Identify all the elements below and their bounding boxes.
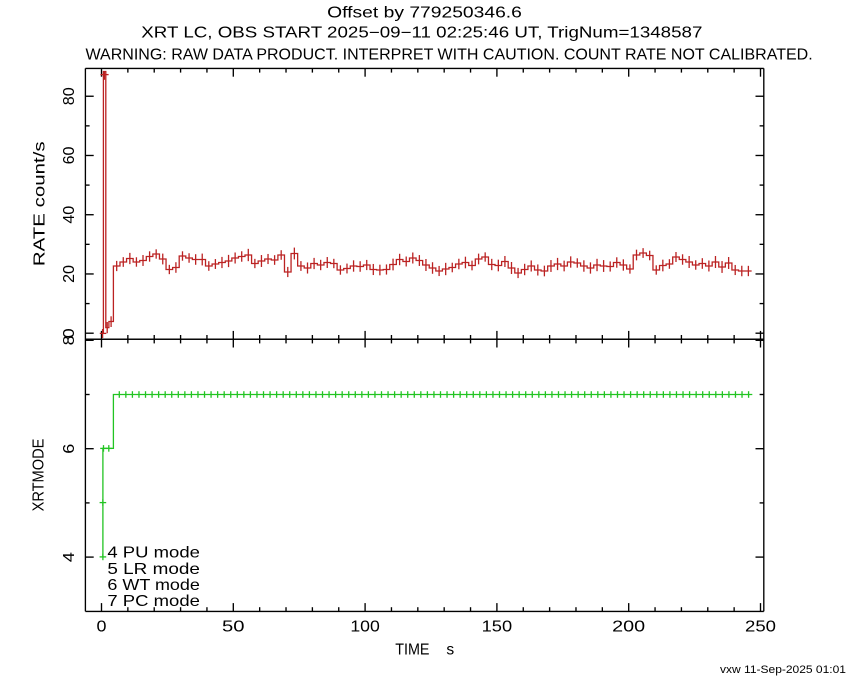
svg-text:80: 80 <box>61 87 78 105</box>
svg-text:TIME: TIME <box>395 642 429 659</box>
svg-text:WARNING: RAW DATA PRODUCT. INT: WARNING: RAW DATA PRODUCT. INTERPRET WIT… <box>86 47 813 64</box>
svg-text:6 WT mode: 6 WT mode <box>107 577 199 594</box>
svg-text:8: 8 <box>61 335 78 345</box>
svg-text:XRTMODE: XRTMODE <box>31 439 48 512</box>
svg-text:0: 0 <box>97 619 107 636</box>
svg-text:4: 4 <box>61 552 78 562</box>
svg-text:150: 150 <box>482 619 513 636</box>
svg-text:250: 250 <box>745 619 776 636</box>
svg-text:vxw 11-Sep-2025 01:01: vxw 11-Sep-2025 01:01 <box>720 664 846 676</box>
svg-text:s: s <box>446 642 454 659</box>
svg-text:50: 50 <box>222 619 245 636</box>
svg-text:RATE count/s: RATE count/s <box>32 141 49 266</box>
svg-text:4 PU mode: 4 PU mode <box>107 545 199 562</box>
svg-text:5 LR mode: 5 LR mode <box>107 561 199 578</box>
svg-text:0: 0 <box>61 328 78 338</box>
svg-text:6: 6 <box>61 444 78 454</box>
svg-text:60: 60 <box>61 146 78 164</box>
svg-text:7 PC mode: 7 PC mode <box>107 593 199 610</box>
svg-text:200: 200 <box>612 619 645 636</box>
svg-text:XRT LC, OBS START 2025−09−11 0: XRT LC, OBS START 2025−09−11 02:25:46 UT… <box>141 24 702 41</box>
svg-text:100: 100 <box>350 619 380 636</box>
svg-text:20: 20 <box>61 265 78 283</box>
svg-text:40: 40 <box>61 205 78 223</box>
svg-text:Offset by 779250346.6: Offset by 779250346.6 <box>327 5 522 22</box>
